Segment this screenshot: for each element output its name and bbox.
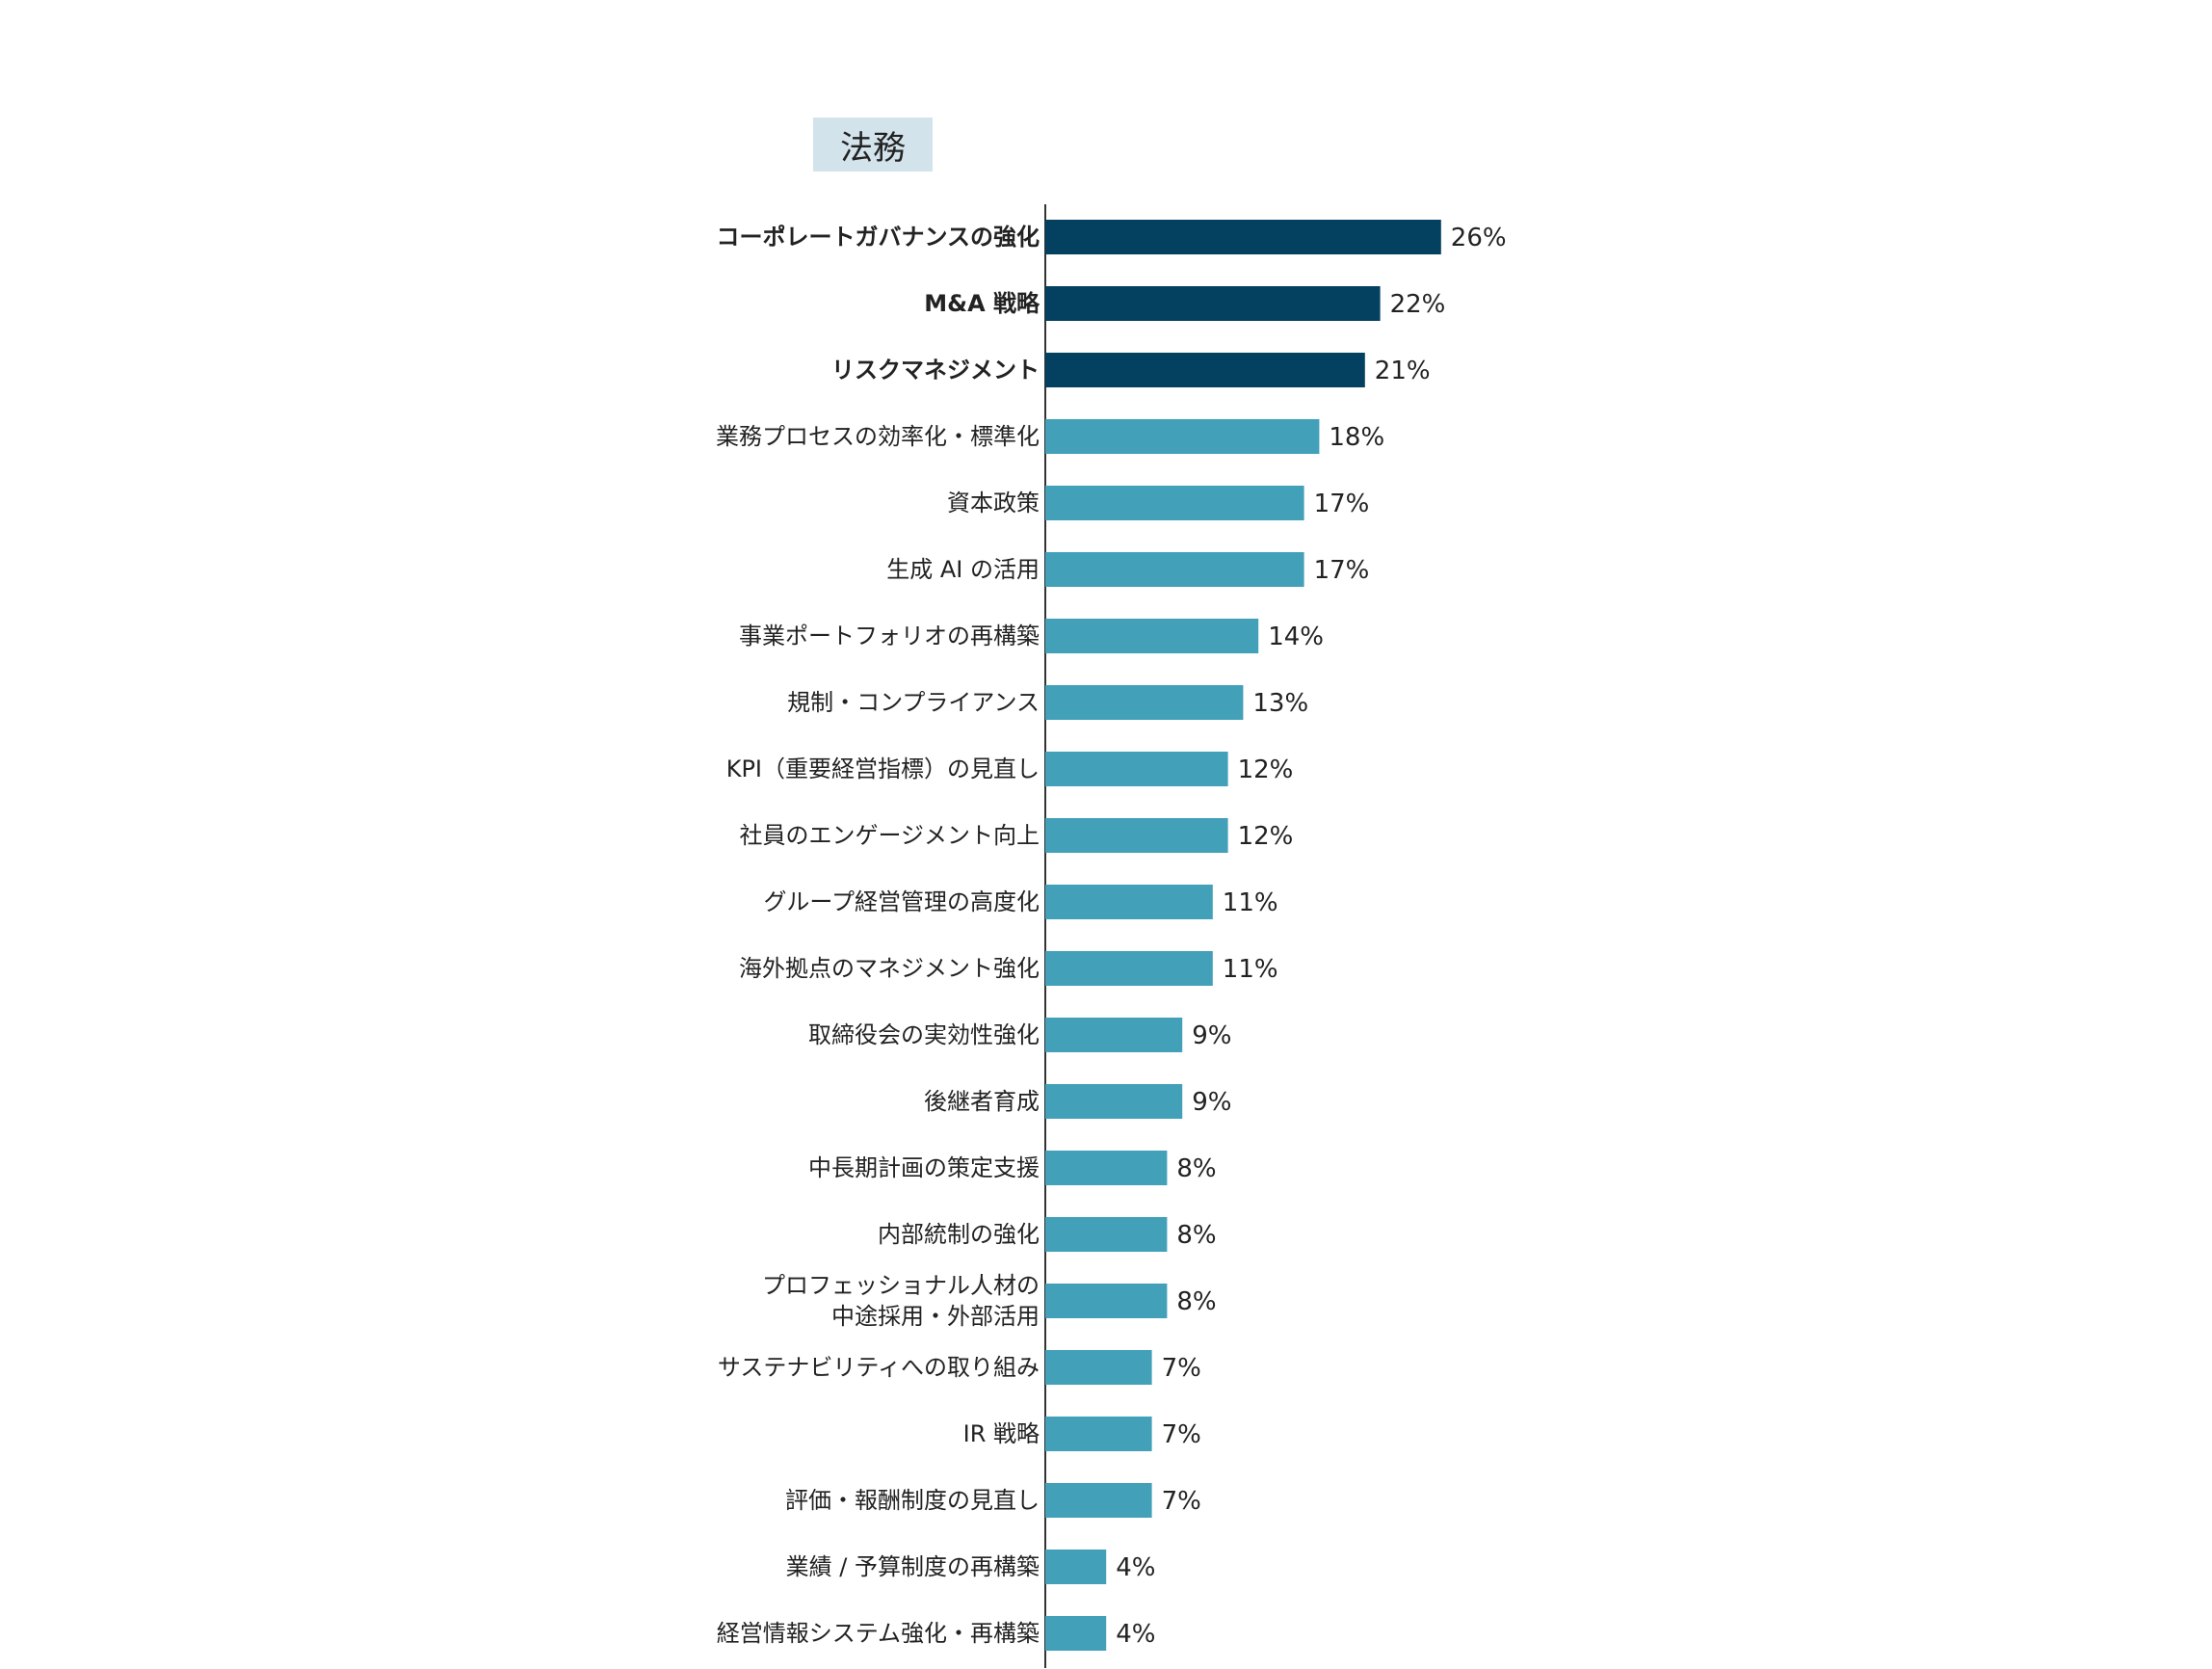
bar <box>1045 1417 1152 1451</box>
category-label: コーポレートガバナンスの強化 <box>716 224 1040 251</box>
value-label: 11% <box>1223 955 1278 984</box>
value-label: 8% <box>1176 1221 1216 1250</box>
value-label: 11% <box>1223 888 1278 917</box>
category-label: 社員のエンゲージメント向上 <box>739 822 1040 849</box>
bar <box>1045 685 1244 720</box>
bar <box>1045 818 1228 853</box>
value-label: 12% <box>1238 755 1294 784</box>
bar <box>1045 552 1304 587</box>
chart-title: 法務 <box>813 118 933 172</box>
category-label: 業績 / 予算制度の再構築 <box>786 1553 1040 1580</box>
value-label: 8% <box>1176 1287 1216 1316</box>
category-label: IR 戦略 <box>963 1420 1040 1447</box>
bar <box>1045 1550 1107 1584</box>
value-label: 12% <box>1238 822 1294 851</box>
bar <box>1045 1084 1183 1119</box>
category-label: グループ経営管理の高度化 <box>763 888 1040 915</box>
value-label: 7% <box>1162 1354 1201 1383</box>
category-label: 内部統制の強化 <box>878 1221 1040 1248</box>
category-label: 取締役会の実効性強化 <box>808 1021 1040 1048</box>
bar <box>1045 619 1259 653</box>
category-label: プロフェッショナル人材の <box>762 1272 1040 1299</box>
value-label: 4% <box>1116 1620 1155 1649</box>
category-label: 中途採用・外部活用 <box>831 1303 1040 1330</box>
bar <box>1045 486 1304 520</box>
category-label: 中長期計画の策定支援 <box>808 1154 1040 1181</box>
value-label: 14% <box>1268 623 1324 651</box>
bar <box>1045 752 1228 786</box>
value-label: 21% <box>1375 357 1431 385</box>
bar <box>1045 1284 1168 1318</box>
bar <box>1045 353 1365 387</box>
value-label: 9% <box>1192 1088 1231 1117</box>
value-label: 26% <box>1451 224 1507 252</box>
category-label: 生成 AI の活用 <box>886 556 1040 583</box>
value-label: 9% <box>1192 1021 1231 1050</box>
category-label: 経営情報システム強化・再構築 <box>717 1620 1040 1647</box>
value-label: 17% <box>1314 490 1370 518</box>
value-label: 17% <box>1314 556 1370 585</box>
bar <box>1045 286 1381 321</box>
bar <box>1045 1483 1152 1518</box>
value-label: 8% <box>1176 1154 1216 1183</box>
category-label: 海外拠点のマネジメント強化 <box>739 955 1040 982</box>
bar <box>1045 1350 1152 1385</box>
value-label: 22% <box>1390 290 1446 319</box>
bar <box>1045 1616 1107 1651</box>
bar <box>1045 951 1213 986</box>
category-label: 業務プロセスの効率化・標準化 <box>716 423 1040 450</box>
value-label: 7% <box>1162 1420 1201 1449</box>
category-label: 事業ポートフォリオの再構築 <box>739 623 1040 649</box>
value-label: 4% <box>1116 1553 1155 1582</box>
category-label: リスクマネジメント <box>831 357 1040 384</box>
category-label: M&A 戦略 <box>924 290 1040 317</box>
bar <box>1045 419 1320 454</box>
bar <box>1045 1217 1168 1252</box>
value-label: 7% <box>1162 1487 1201 1516</box>
bar <box>1045 885 1213 919</box>
category-label: 資本政策 <box>947 490 1040 517</box>
category-label: 評価・報酬制度の見直し <box>785 1487 1040 1514</box>
category-label: KPI（重要経営指標）の見直し <box>726 755 1040 782</box>
bar <box>1045 1018 1183 1052</box>
category-label: 後継者育成 <box>924 1088 1040 1115</box>
bar <box>1045 1151 1168 1185</box>
category-label: サステナビリティへの取り組み <box>718 1354 1040 1381</box>
value-label: 18% <box>1329 423 1384 452</box>
category-label: 規制・コンプライアンス <box>787 689 1040 716</box>
bar <box>1045 220 1441 254</box>
value-label: 13% <box>1252 689 1308 718</box>
